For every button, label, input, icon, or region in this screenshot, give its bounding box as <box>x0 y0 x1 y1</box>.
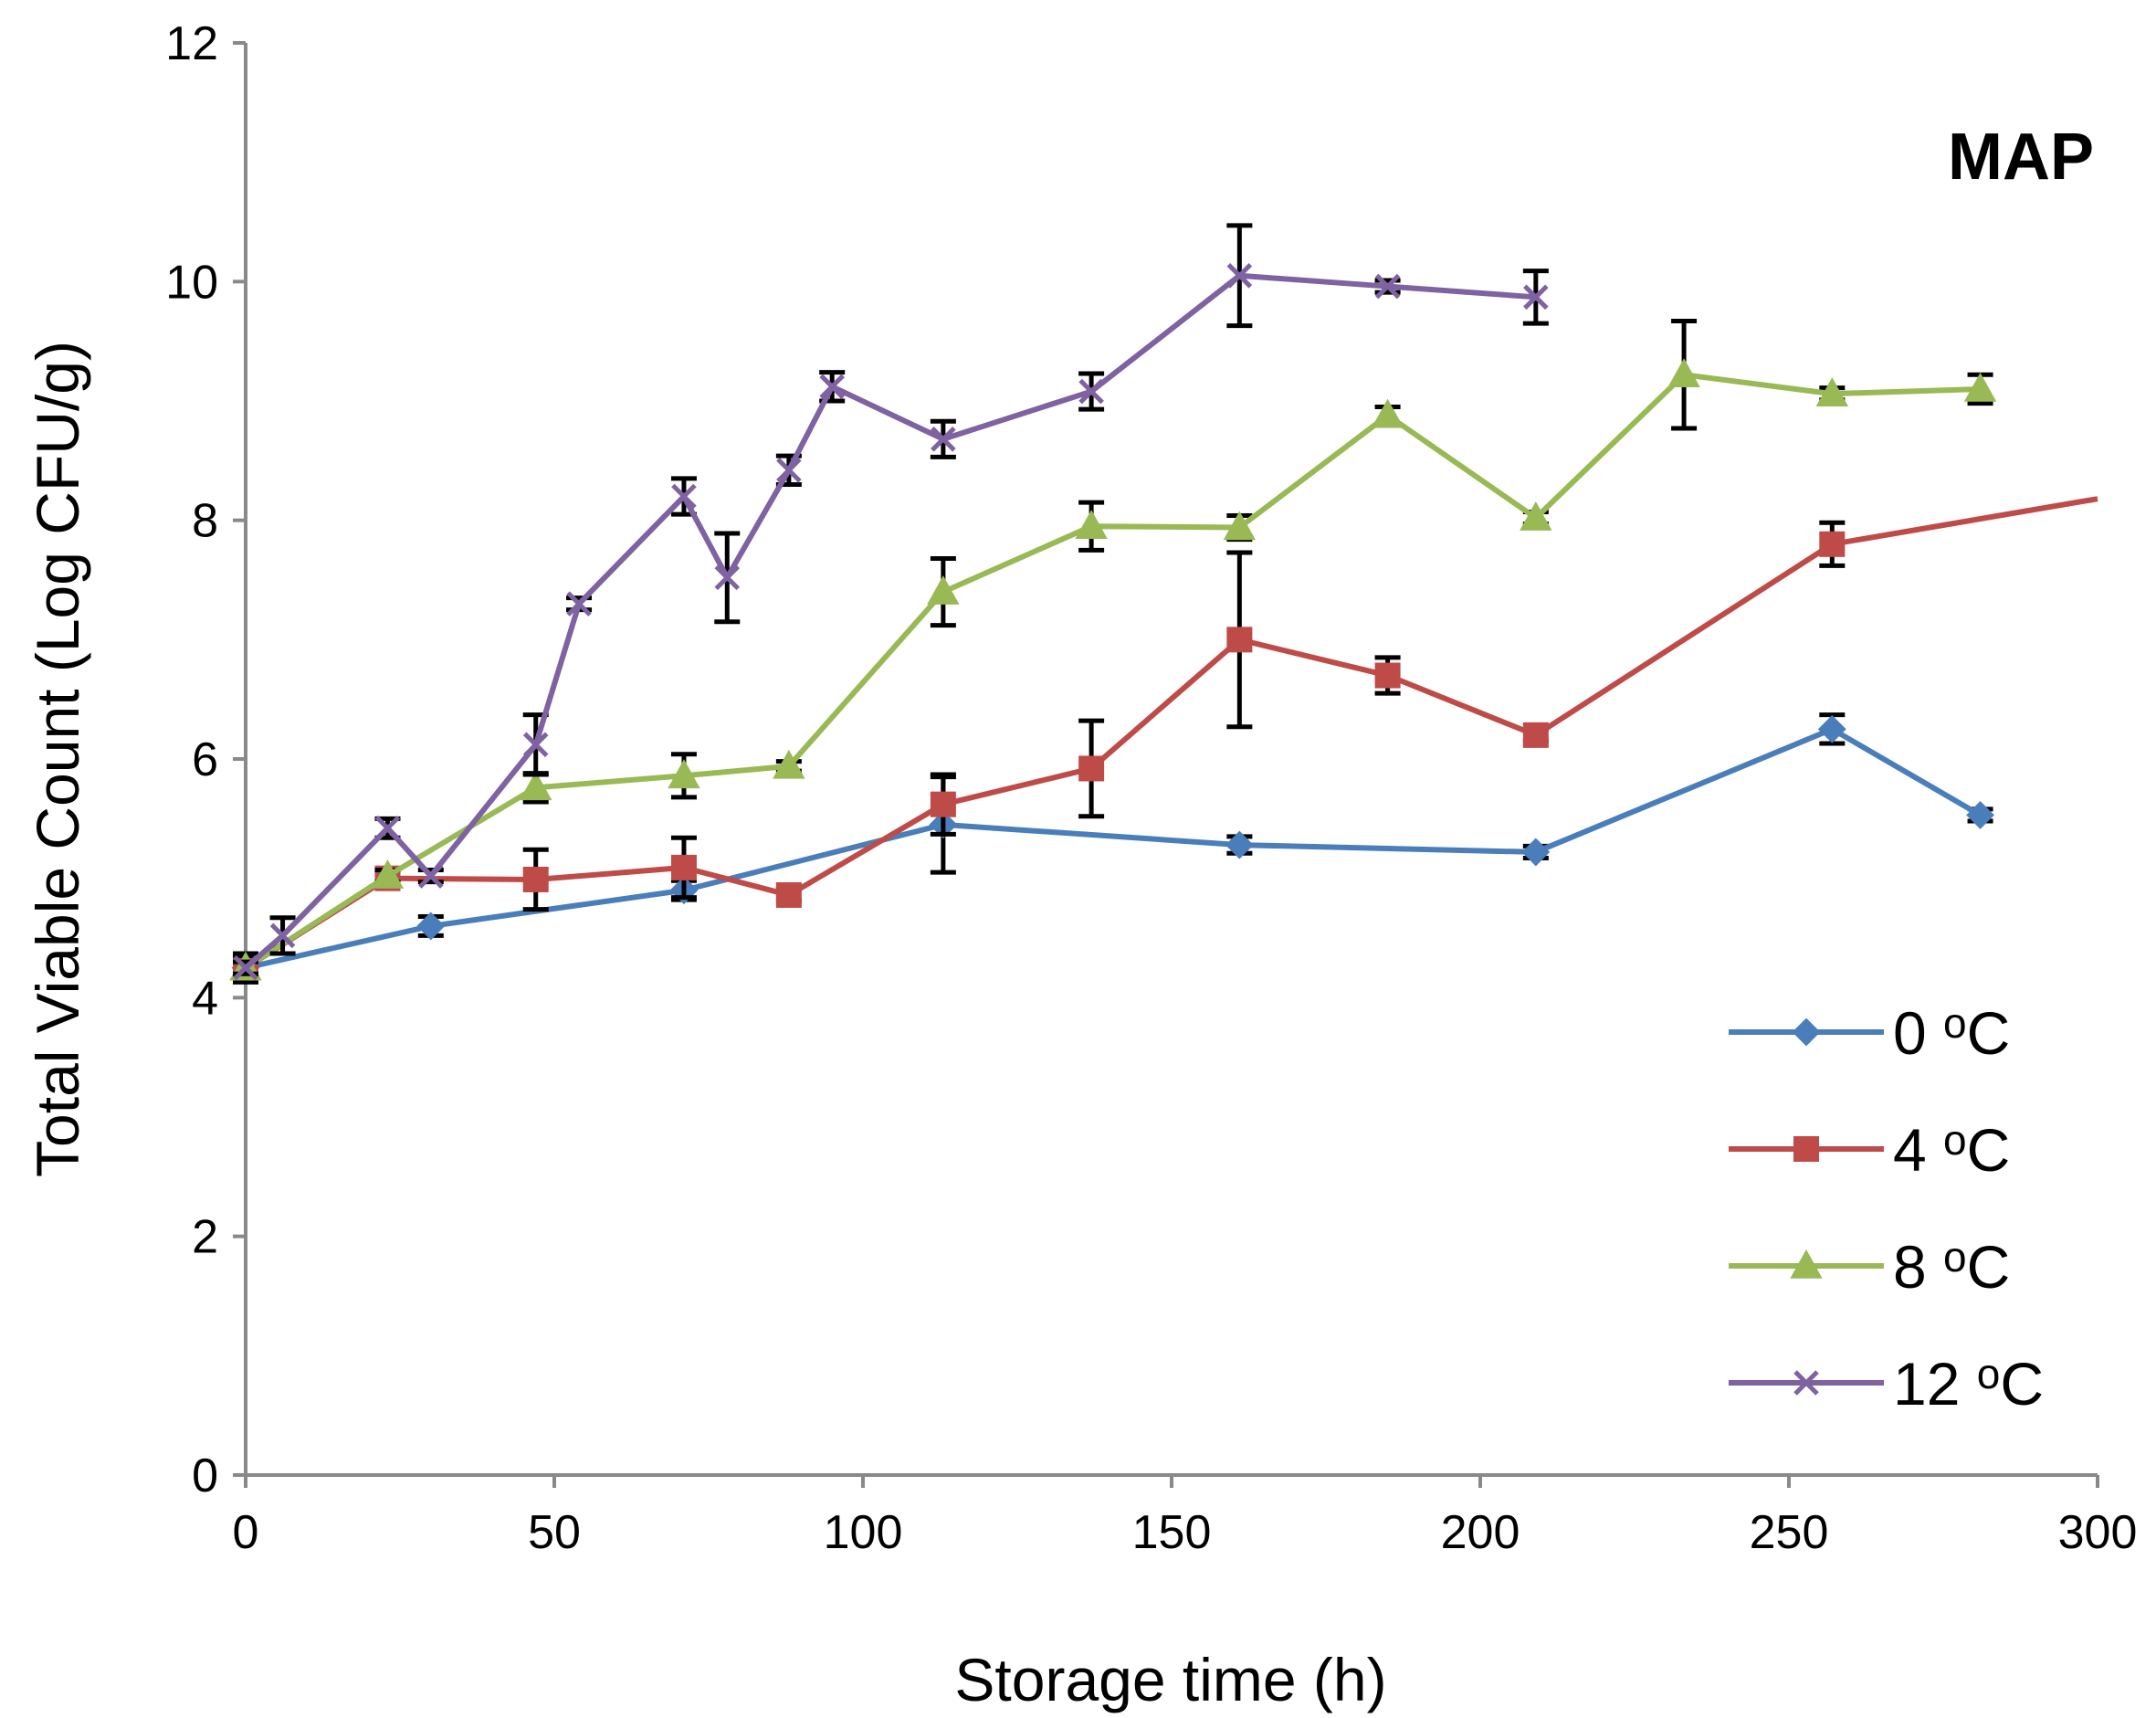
y-tick-label: 8 <box>192 495 218 548</box>
data-point <box>1521 838 1551 867</box>
data-point <box>416 912 446 941</box>
x-tick-label: 150 <box>1132 1506 1212 1559</box>
data-point <box>1371 398 1404 428</box>
data-point <box>930 791 956 817</box>
data-point <box>1374 662 1401 689</box>
legend-label-degree: o <box>1943 1233 1967 1281</box>
legend-label: 4 oC <box>1893 1116 2010 1184</box>
legend-item-12: 12 oC <box>1729 1350 2044 1418</box>
data-point <box>1522 722 1549 748</box>
data-point <box>1667 358 1700 388</box>
legend-label-number: 4 <box>1893 1116 1943 1184</box>
legend-item-8: 8 oC <box>1729 1233 2010 1301</box>
data-point <box>775 881 802 908</box>
legend-item-4: 4 oC <box>1729 1116 2010 1184</box>
data-point <box>1223 511 1257 541</box>
x-tick-label: 0 <box>233 1506 259 1559</box>
legend-marker <box>1790 1249 1823 1279</box>
series-group <box>229 223 2098 985</box>
data-point <box>931 427 956 452</box>
data-point <box>522 866 549 892</box>
data-point <box>1819 531 1846 557</box>
legend-marker <box>1792 1017 1821 1047</box>
legend-label-number: 0 <box>1893 999 1943 1067</box>
series-12 <box>233 223 1549 981</box>
legend-label-unit: C <box>1967 1116 2011 1184</box>
data-point <box>671 483 697 510</box>
data-point <box>776 458 802 483</box>
y-tick-label: 4 <box>192 972 218 1025</box>
data-point <box>773 749 805 779</box>
data-point <box>1078 755 1105 782</box>
data-point <box>269 922 296 949</box>
data-point <box>1963 372 1997 402</box>
data-point <box>819 374 845 400</box>
legend-label-number: 8 <box>1893 1233 1943 1301</box>
y-axis-title: Total Viable Count (Log CFU/g) <box>24 341 91 1177</box>
data-point <box>1520 501 1552 531</box>
tick-marks <box>233 41 2099 1488</box>
legend-label-number: 12 <box>1893 1350 1977 1418</box>
legend-label-degree: o <box>1977 1350 2001 1397</box>
data-point <box>522 732 549 758</box>
series-0 <box>231 712 1994 985</box>
chart-annotation: MAP <box>1948 121 2094 194</box>
tick-labels: 0 2 4 6 8 10 12 0 50 100 150 200 250 300 <box>165 17 2137 1559</box>
data-point <box>520 771 552 801</box>
data-point <box>1075 510 1108 539</box>
legend-item-0: 0 oC <box>1729 999 2010 1067</box>
legend-label: 8 oC <box>1893 1233 2010 1301</box>
series-line <box>245 726 1982 971</box>
data-point <box>1226 627 1253 653</box>
y-tick-label: 12 <box>165 17 218 70</box>
data-point <box>233 954 258 981</box>
data-point <box>1523 284 1549 311</box>
y-tick-label: 2 <box>192 1211 218 1264</box>
legend-marker <box>1793 1370 1819 1396</box>
data-point <box>668 759 700 789</box>
data-point <box>1817 714 1846 743</box>
data-point <box>374 816 401 841</box>
legend-label: 12 oC <box>1893 1350 2044 1418</box>
data-point <box>1078 378 1104 405</box>
data-point <box>418 863 444 889</box>
data-point <box>670 854 697 880</box>
data-point <box>1226 263 1253 289</box>
data-point <box>1815 377 1849 406</box>
legend-label-unit: C <box>1967 999 2011 1067</box>
legend-label-degree: o <box>1943 999 1967 1047</box>
x-tick-label: 50 <box>528 1506 581 1559</box>
y-tick-label: 6 <box>192 733 218 786</box>
legend-label-unit: C <box>1967 1233 2011 1301</box>
data-point <box>371 859 405 889</box>
legend-label-unit: C <box>2000 1350 2044 1418</box>
y-tick-label: 0 <box>192 1449 218 1502</box>
x-tick-label: 300 <box>2058 1506 2138 1559</box>
x-tick-label: 250 <box>1750 1506 1829 1559</box>
legend-label: 0 oC <box>1893 999 2010 1067</box>
series-4 <box>233 496 2098 983</box>
data-point <box>927 575 960 605</box>
series-line <box>244 272 1537 970</box>
x-tick-label: 200 <box>1441 1506 1520 1559</box>
legend-label-degree: o <box>1943 1116 1967 1164</box>
data-point <box>714 564 741 591</box>
x-tick-label: 100 <box>824 1506 903 1559</box>
series-line <box>244 496 2098 971</box>
y-tick-label: 10 <box>165 256 218 309</box>
data-point <box>1225 830 1254 859</box>
series-8 <box>229 318 1997 983</box>
data-point <box>1374 273 1401 300</box>
x-axis-title: Storage time (h) <box>954 1646 1386 1713</box>
data-point <box>566 591 592 617</box>
data-point <box>1966 800 1994 829</box>
legend-marker <box>1793 1136 1819 1162</box>
